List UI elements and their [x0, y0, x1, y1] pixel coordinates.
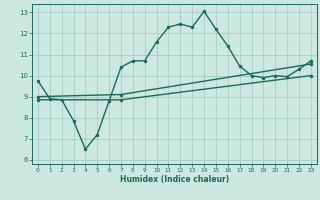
X-axis label: Humidex (Indice chaleur): Humidex (Indice chaleur) — [120, 175, 229, 184]
